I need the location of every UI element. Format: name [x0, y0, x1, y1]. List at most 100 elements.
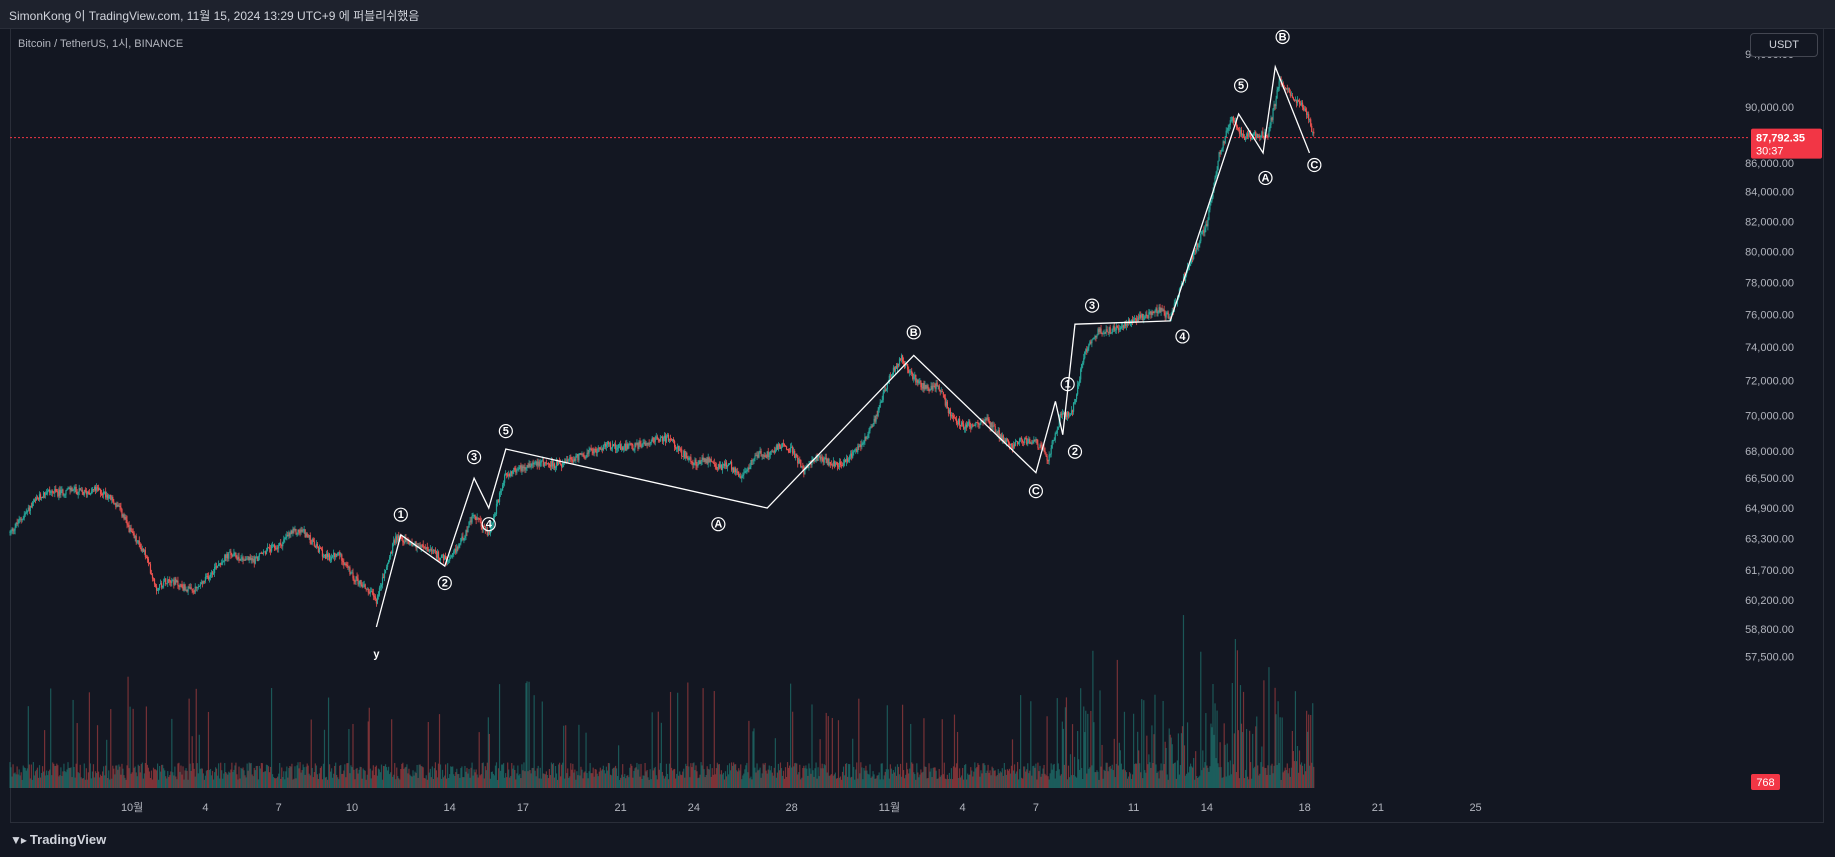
- candle-body: [1188, 265, 1191, 267]
- volume-bar: [496, 779, 499, 788]
- volume-bar: [296, 765, 298, 788]
- bar-countdown-label: 30:37: [1756, 146, 1784, 158]
- volume-bar: [1308, 714, 1310, 788]
- volume-bar: [629, 767, 631, 788]
- volume-bar: [132, 708, 134, 788]
- volume-bar: [117, 769, 119, 788]
- candle-body: [162, 585, 164, 588]
- candle-body: [15, 522, 17, 528]
- volume-bar: [63, 763, 65, 788]
- candle-body: [526, 465, 528, 468]
- volume-bar: [857, 778, 859, 788]
- tradingview-brand[interactable]: ▼▸ TradingView: [10, 832, 106, 847]
- volume-bar: [16, 766, 18, 788]
- volume-bar: [471, 762, 473, 788]
- candle-body: [760, 450, 762, 457]
- volume-bar: [270, 687, 273, 788]
- volume-bar: [94, 771, 97, 788]
- volume-bar: [227, 774, 229, 788]
- volume-bar: [563, 725, 565, 788]
- candle-body: [1235, 120, 1238, 127]
- symbol-label[interactable]: Bitcoin / TetherUS, 1시, BINANCE: [18, 38, 184, 50]
- volume-bar: [878, 772, 880, 788]
- volume-bar: [146, 764, 148, 788]
- candle-body: [371, 591, 373, 593]
- candle-body: [1248, 132, 1250, 137]
- volume-bar: [636, 762, 638, 788]
- candle-body: [457, 547, 459, 549]
- candle-body: [708, 457, 710, 463]
- volume-bar: [1112, 770, 1114, 788]
- candle-body: [635, 443, 637, 445]
- volume-bar: [332, 777, 334, 788]
- candle-body: [1100, 328, 1102, 334]
- volume-bar: [1040, 776, 1042, 788]
- volume-bar: [439, 764, 442, 788]
- candle-body: [694, 459, 696, 463]
- candle-body: [411, 542, 413, 547]
- candle-body: [528, 463, 530, 468]
- candle-body: [543, 462, 545, 467]
- candle-body: [106, 494, 108, 498]
- candle-body: [271, 544, 274, 546]
- wave-label-text: 1: [398, 509, 404, 521]
- volume-bar: [447, 763, 449, 788]
- candle-body: [977, 422, 979, 424]
- volume-bar: [509, 777, 511, 788]
- price-tick-label: 80,000.00: [1745, 247, 1794, 259]
- volume-bar: [128, 768, 130, 788]
- candle-body: [573, 458, 575, 463]
- candle-body: [1135, 318, 1137, 320]
- volume-bar: [107, 778, 109, 788]
- candle-body: [771, 451, 773, 453]
- candle-body: [1245, 133, 1248, 137]
- candle-body: [1074, 399, 1077, 402]
- volume-bar: [220, 762, 222, 788]
- candle-body: [1005, 438, 1007, 443]
- volume-bar: [100, 775, 103, 788]
- chart-pane[interactable]: [10, 28, 1824, 823]
- candle-body: [1171, 310, 1173, 313]
- candle-body: [1077, 384, 1079, 395]
- volume-bar: [655, 775, 657, 788]
- volume-bar: [1144, 770, 1146, 788]
- candle-body: [348, 567, 350, 569]
- volume-bar: [1196, 775, 1198, 788]
- candle-body: [991, 422, 993, 428]
- price-tick-label: 66,500.00: [1745, 473, 1794, 485]
- candle-body: [363, 584, 365, 586]
- candle-body: [988, 418, 990, 422]
- volume-bar: [577, 775, 579, 788]
- volume-bar: [1080, 688, 1082, 788]
- volume-bar: [859, 773, 861, 788]
- candle-body: [816, 456, 818, 461]
- candle-body: [308, 535, 310, 537]
- volume-bar: [1183, 745, 1186, 788]
- volume-bar: [1025, 771, 1027, 788]
- volume-bar: [279, 762, 281, 788]
- candle-body: [786, 449, 789, 450]
- candle-body: [556, 461, 559, 465]
- volume-bar: [1287, 773, 1289, 788]
- candle-body: [978, 423, 980, 425]
- candle-body: [942, 391, 944, 395]
- volume-bar: [613, 767, 616, 788]
- candle-body: [1250, 134, 1252, 139]
- candle-body: [274, 544, 276, 549]
- volume-bar: [31, 779, 33, 788]
- candle-body: [265, 550, 268, 554]
- currency-button[interactable]: USDT: [1750, 33, 1818, 57]
- volume-bar: [482, 762, 484, 788]
- candle-body: [513, 468, 515, 471]
- candle-body: [438, 557, 441, 560]
- candle-body: [324, 554, 327, 559]
- candle-body: [580, 453, 582, 455]
- volume-bar: [664, 776, 667, 788]
- volume-bar: [455, 772, 457, 788]
- volume-bar: [76, 723, 78, 788]
- candle-body: [186, 589, 188, 592]
- candle-body: [62, 489, 64, 495]
- candle-body: [869, 427, 871, 431]
- volume-bar: [1169, 734, 1171, 788]
